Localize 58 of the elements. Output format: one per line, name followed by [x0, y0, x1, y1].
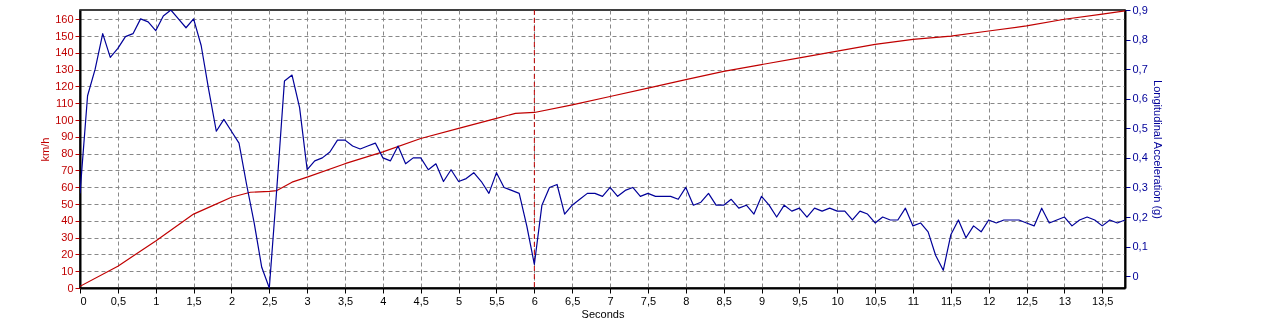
x-tick-label: 7,5 — [640, 294, 657, 307]
y2-tick-label: 0,5 — [1132, 121, 1148, 134]
x-tick-label: 12 — [983, 294, 996, 307]
x-tick-label: 0 — [80, 294, 87, 307]
y2-tick-label: 0,2 — [1132, 210, 1148, 223]
x-tick-label: 1,5 — [186, 294, 202, 307]
x-tick-label: 6,5 — [565, 294, 581, 307]
y2-tick-label: 0,7 — [1132, 62, 1148, 75]
y-tick-label: 110 — [55, 96, 74, 109]
y-tick-label: 20 — [61, 247, 74, 260]
x-tick-label: 11,5 — [941, 294, 962, 307]
y-tick-label: 40 — [61, 214, 74, 227]
x-tick-label: 0,5 — [110, 294, 127, 307]
x-tick-label: 5,5 — [489, 294, 505, 307]
x-tick-label: 4,5 — [413, 294, 429, 307]
y2-tick-label: 0 — [1132, 269, 1139, 282]
y2-tick-label: 0,9 — [1132, 3, 1148, 16]
y2-tick-label: 0,4 — [1132, 151, 1148, 164]
y-tick-label: 60 — [61, 180, 74, 193]
y-tick-label: 120 — [55, 79, 74, 92]
x-tick-label: 3,5 — [337, 294, 354, 307]
y2-axis-title: Longitudinal Acceleration (g) — [1151, 80, 1164, 219]
x-tick-label: 13 — [1058, 294, 1072, 307]
y-tick-label: 100 — [55, 113, 74, 126]
y-tick-label: 70 — [61, 163, 74, 176]
y2-tick-label: 0,8 — [1132, 33, 1148, 46]
y-tick-label: 140 — [55, 46, 74, 59]
x-tick-label: 13,5 — [1092, 294, 1114, 307]
y-tick-label: 130 — [55, 63, 74, 76]
x-axis-title: Seconds — [581, 307, 625, 320]
y-tick-label: 90 — [61, 130, 74, 143]
y-axis-title: km/h — [39, 137, 52, 162]
y-tick-label: 10 — [61, 264, 74, 277]
y-tick-label: 80 — [61, 147, 74, 160]
x-tick-label: 2,5 — [262, 294, 278, 307]
y2-tick-label: 0,1 — [1132, 240, 1148, 253]
x-tick-label: 1 — [153, 294, 160, 307]
x-tick-label: 4 — [380, 294, 387, 307]
x-tick-label: 10,5 — [864, 294, 887, 307]
x-tick-label: 5 — [456, 294, 463, 307]
y-tick-label: 30 — [61, 231, 74, 244]
x-tick-label: 10 — [831, 294, 844, 307]
y-tick-label: 0 — [67, 281, 74, 294]
y2-tick-label: 0,3 — [1132, 180, 1148, 193]
x-tick-label: 3 — [304, 294, 311, 307]
x-tick-label: 9,5 — [792, 294, 808, 307]
x-tick-label: 11 — [907, 294, 920, 307]
y-tick-label: 150 — [55, 29, 74, 42]
x-tick-label: 2 — [228, 294, 236, 307]
x-tick-label: 7 — [607, 294, 614, 307]
x-tick-label: 9 — [758, 294, 766, 307]
y-tick-label: 160 — [55, 12, 74, 25]
x-tick-label: 8 — [683, 294, 690, 307]
y2-tick-label: 0,6 — [1132, 92, 1148, 105]
x-tick-label: 6 — [531, 294, 538, 307]
x-tick-label: 8,5 — [716, 294, 732, 307]
x-tick-label: 12,5 — [1016, 294, 1038, 307]
y-tick-label: 50 — [61, 197, 74, 210]
